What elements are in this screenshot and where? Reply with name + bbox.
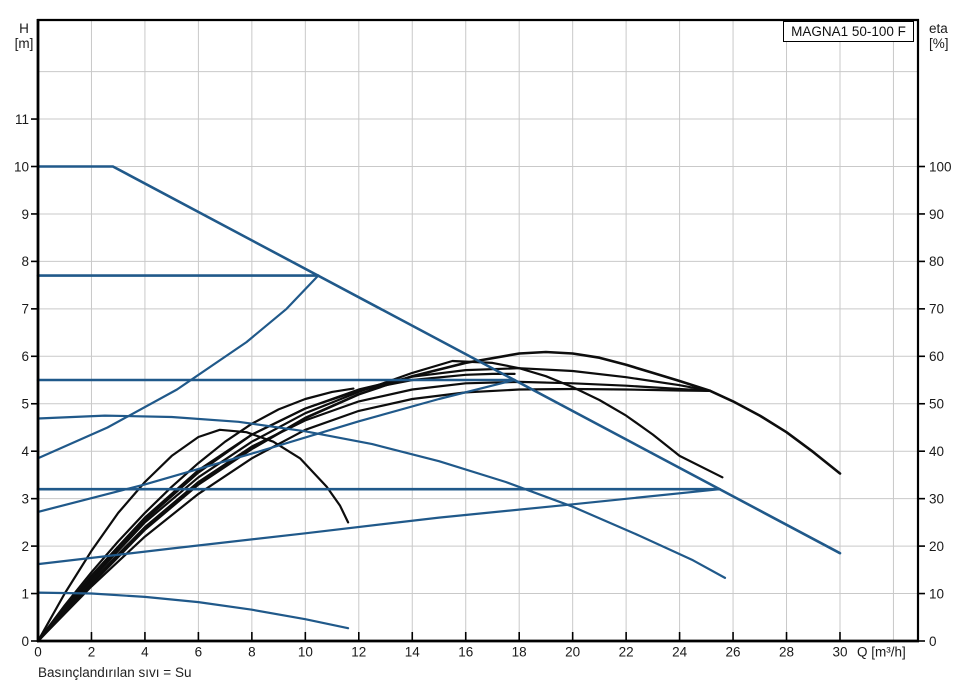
- left-axis-title-line1: H: [19, 21, 29, 36]
- left-tick-label: 2: [21, 539, 29, 554]
- curve-speed-curve-mid: [36, 414, 727, 579]
- grid-layer: [38, 20, 918, 641]
- x-tick-label: 16: [458, 645, 473, 660]
- left-axis-title-line2: [m]: [15, 36, 34, 51]
- curve-eta-setpoint-5-5: [36, 372, 516, 643]
- x-tick-label: 24: [672, 645, 688, 660]
- right-tick-label: 50: [929, 397, 944, 412]
- curves-layer: [36, 165, 842, 643]
- curve-eta-max-speed: [36, 350, 842, 643]
- left-tick-label: 3: [21, 491, 29, 506]
- curve-eta-speed-2: [36, 359, 724, 643]
- x-tick-label: 30: [832, 645, 847, 660]
- right-axis-title-line1: eta: [929, 21, 948, 36]
- curve-max-speed-curve: [36, 165, 842, 555]
- x-tick-label: 10: [298, 645, 313, 660]
- x-tick-label: 8: [248, 645, 256, 660]
- left-tick-label: 11: [15, 112, 29, 127]
- x-tick-label: 4: [141, 645, 149, 660]
- x-tick-label: 6: [195, 645, 203, 660]
- curve-prop-pressure-7-7: [36, 274, 320, 460]
- x-tick-label: 20: [565, 645, 580, 660]
- right-tick-label: 60: [929, 349, 944, 364]
- curve-eta-setpoint-7-7: [36, 387, 355, 643]
- left-tick-label: 5: [21, 397, 29, 412]
- right-tick-label: 100: [929, 159, 952, 174]
- tick-label-layer: 0 2 4 6 8 10 12 14 16 18 20 22 24 26 28 300123456789101…: [14, 112, 952, 660]
- right-tick-label: 40: [929, 444, 944, 459]
- x-tick-label: 18: [512, 645, 527, 660]
- x-tick-label: 28: [779, 645, 794, 660]
- curve-prop-pressure-5-5: [36, 378, 516, 513]
- left-tick-label: 8: [21, 254, 29, 269]
- right-tick-label: 90: [929, 207, 944, 222]
- curve-eta-control-2: [36, 367, 712, 643]
- x-tick-label: 0: [34, 645, 42, 660]
- pump-model-title: MAGNA1 50-100 F: [783, 21, 914, 42]
- x-axis-title: Q [m³/h]: [857, 645, 906, 660]
- right-tick-label: 30: [929, 491, 944, 506]
- x-tick-label: 12: [351, 645, 366, 660]
- right-tick-label: 20: [929, 539, 944, 554]
- curve-eta-min-speed: [36, 428, 350, 643]
- curve-min-speed-curve: [36, 591, 350, 630]
- left-tick-label: 1: [21, 586, 29, 601]
- left-tick-label: 10: [14, 159, 29, 174]
- curve-eta-control-1: [36, 380, 712, 643]
- curve-eta-control-3: [36, 387, 712, 643]
- left-tick-label: 4: [21, 444, 29, 459]
- right-tick-label: 0: [929, 634, 937, 649]
- left-tick-label: 0: [21, 634, 29, 649]
- right-tick-label: 70: [929, 302, 944, 317]
- right-tick-label: 10: [929, 586, 944, 601]
- right-axis-title-line2: [%]: [929, 36, 949, 51]
- left-tick-label: 7: [21, 302, 29, 317]
- x-tick-label: 14: [405, 645, 421, 660]
- x-tick-label: 22: [619, 645, 634, 660]
- axes-layer: [31, 18, 925, 643]
- x-tick-label: 2: [88, 645, 96, 660]
- right-tick-label: 80: [929, 254, 944, 269]
- pumped-liquid-footnote: Basınçlandırılan sıvı = Su: [38, 665, 192, 680]
- x-tick-label: 26: [726, 645, 741, 660]
- left-tick-label: 9: [21, 207, 29, 222]
- curve-prop-pressure-3-2: [36, 488, 721, 566]
- left-tick-label: 6: [21, 349, 29, 364]
